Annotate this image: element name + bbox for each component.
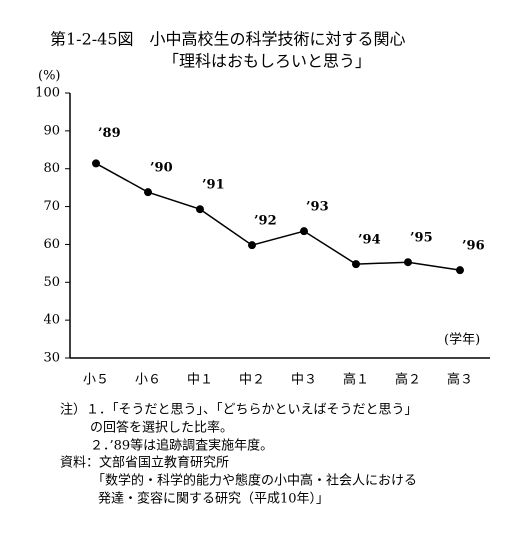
note-line: 発達・変容に関する研究（平成10年）」 xyxy=(98,491,329,507)
y-axis-label: (%) xyxy=(38,69,61,84)
x-tick-label: 高１ xyxy=(343,372,369,388)
note-line: の回答を選択した比率。 xyxy=(90,420,233,436)
point-label: ’89 xyxy=(98,126,121,141)
y-tick-label: 100 xyxy=(35,86,60,101)
data-point xyxy=(300,227,308,236)
y-tick-label: 60 xyxy=(43,237,60,252)
x-tick-label: 高２ xyxy=(395,372,421,388)
y-tick-label: 70 xyxy=(43,199,60,214)
y-tick-label: 50 xyxy=(43,275,60,290)
note-line: 注）１．「そうだと思う」、「どちらかといえばそうだと思う」 xyxy=(60,403,418,418)
point-label: ’90 xyxy=(150,161,173,176)
x-tick-label: 中２ xyxy=(239,373,265,388)
x-tick-label: 小６ xyxy=(135,373,161,388)
data-point xyxy=(404,258,412,267)
point-label: ’91 xyxy=(202,178,225,193)
chart-subtitle: 「理科はおもしろいと思う」 xyxy=(163,52,371,71)
x-axis-label: (学年) xyxy=(444,332,480,348)
x-tick-label: 中１ xyxy=(187,373,213,388)
data-line xyxy=(95,162,461,271)
x-tick-label: 中３ xyxy=(291,373,317,388)
y-tick-label: 80 xyxy=(43,161,60,176)
point-label: ’95 xyxy=(410,231,433,246)
data-point xyxy=(144,188,152,197)
data-point xyxy=(248,241,256,250)
y-tick-label: 40 xyxy=(43,313,60,328)
data-point xyxy=(456,266,464,275)
x-tick-label: 小５ xyxy=(83,373,109,388)
point-label: ’93 xyxy=(306,200,329,215)
note-line: ２．’89等は追跡調査実施年度。 xyxy=(90,438,273,454)
data-point xyxy=(196,205,204,214)
note-line: 資料：文部省国立教育研究所 xyxy=(60,455,229,471)
x-tick-label: 高３ xyxy=(447,372,473,388)
data-point xyxy=(352,260,360,269)
note-line: 「数学的・科学的能力や態度の小中高・社会人における xyxy=(92,473,417,489)
y-tick-label: 90 xyxy=(43,123,60,138)
point-label: ’96 xyxy=(462,239,485,254)
point-label: ’92 xyxy=(254,214,277,229)
point-label: ’94 xyxy=(358,233,381,248)
y-tick-label: 30 xyxy=(43,351,60,366)
chart-title: 第1-2-45図 小中高校生の科学技術に対する関心 xyxy=(50,30,406,49)
data-point xyxy=(92,159,100,168)
